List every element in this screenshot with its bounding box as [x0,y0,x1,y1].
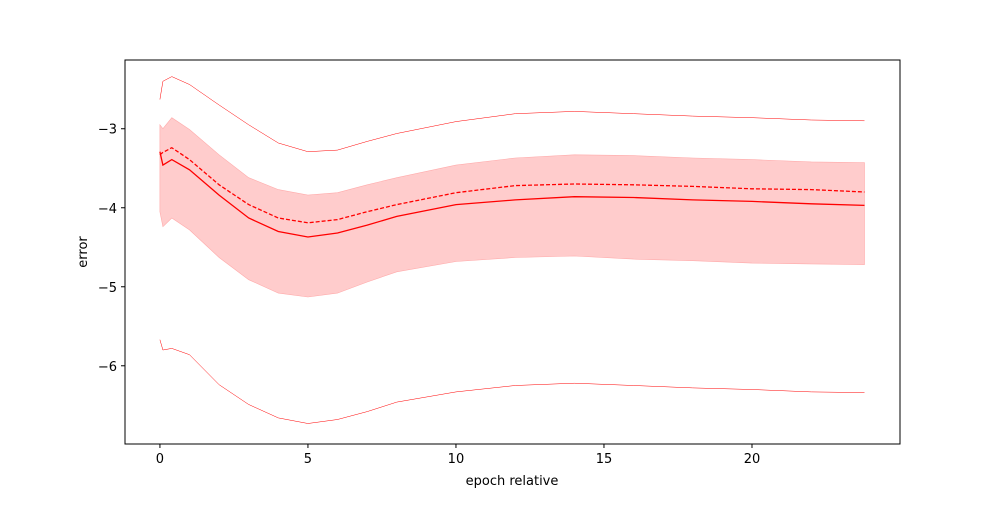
spread-band [159,117,865,298]
series-median-line [159,146,865,224]
axes-frame [124,59,901,445]
y-tick-label: −6 [98,360,117,375]
ticks: 0 5 10 15 20 −3 −4 −5 −6 [98,123,760,467]
x-tick-label: 10 [448,452,465,467]
x-axis-label: epoch relative [466,474,559,489]
y-tick-label: −3 [98,123,117,138]
x-tick-label: 15 [596,452,613,467]
series-mean-line [159,151,865,238]
y-tick-label: −4 [98,202,117,217]
series-min-line [159,339,865,424]
x-tick-label: 20 [744,452,761,467]
x-tick-label: 0 [156,452,164,467]
series-max-line [159,76,865,152]
y-axis-label: error [76,236,91,268]
x-tick-label: 5 [304,452,312,467]
plot-area [159,76,865,424]
y-tick-label: −5 [98,281,117,296]
